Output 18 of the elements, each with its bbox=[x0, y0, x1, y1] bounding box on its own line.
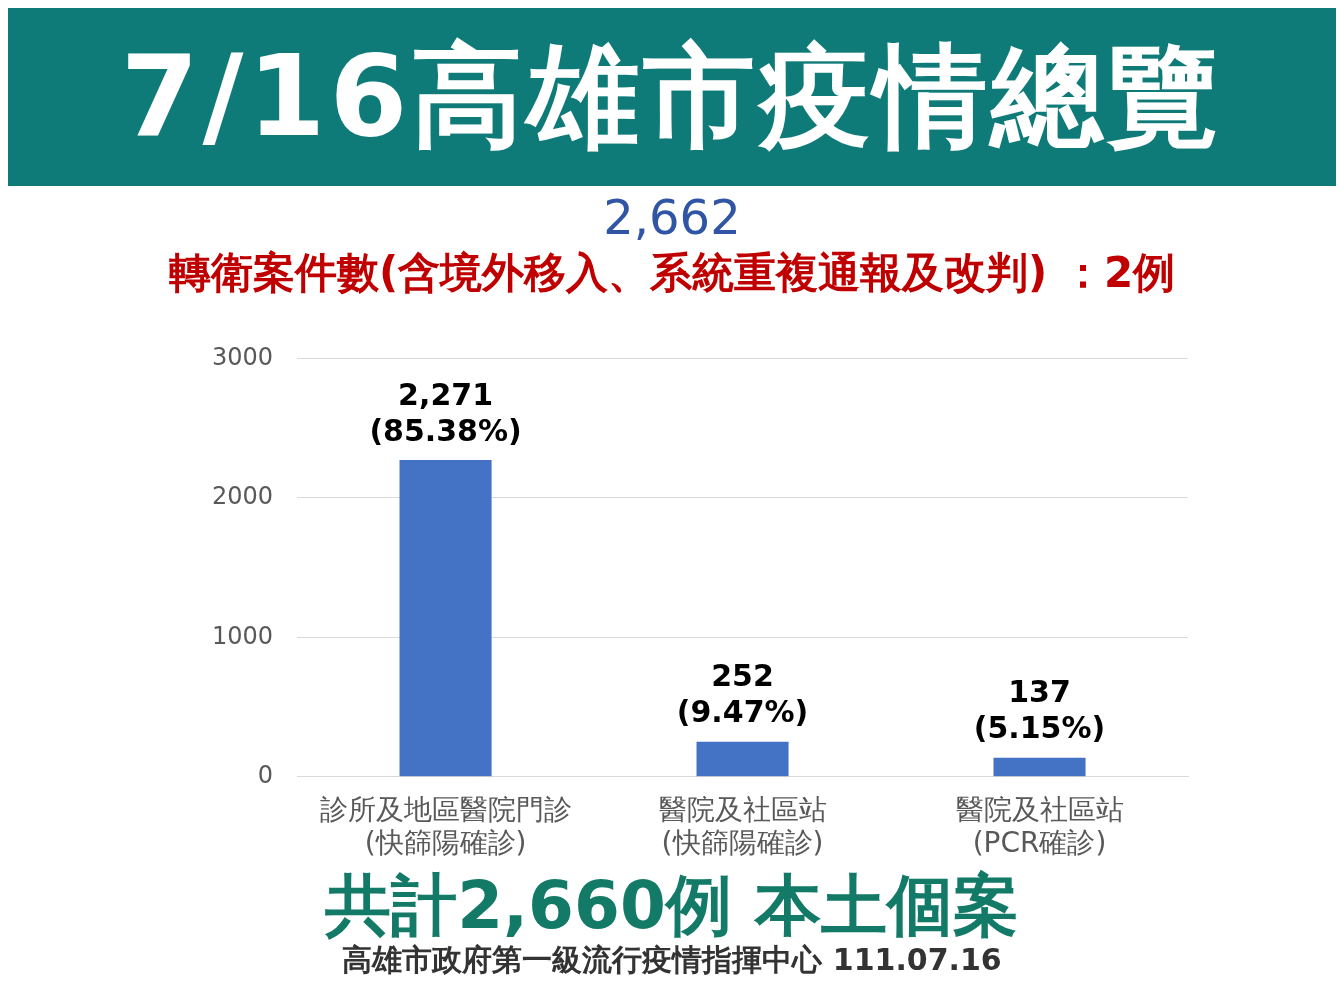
y-tick-label: 3000 bbox=[212, 342, 274, 371]
data-label: 2,271 (85.38%) bbox=[369, 376, 522, 448]
text: 共計2,660例 本土個案 bbox=[324, 867, 1020, 944]
bar bbox=[399, 460, 492, 777]
bar bbox=[696, 741, 789, 777]
chart-title: 7/16高雄市疫情總覽 bbox=[120, 29, 1224, 163]
x-tick-label: 診所及地區醫院門診 (快篩陽確診) bbox=[319, 792, 572, 860]
text: 高雄市政府第一級流行疫情指揮中心 111.07.16 bbox=[341, 942, 1003, 978]
data-label: 137 (5.15%) bbox=[973, 674, 1106, 746]
y-tick-label: 2000 bbox=[212, 482, 274, 511]
text: 2,662 bbox=[602, 188, 742, 246]
y-tick-label: 0 bbox=[257, 761, 274, 790]
x-tick-label: 醫院及社區站 (PCR確診) bbox=[955, 792, 1124, 860]
y-tick-label: 1000 bbox=[212, 621, 274, 650]
data-label: 252 (9.47%) bbox=[676, 658, 809, 730]
x-tick-label: 醫院及社區站 (快篩陽確診) bbox=[658, 792, 827, 860]
chart-subtitle: 轉衛案件數(含境外移入、系統重複通報及改判) ：2例 bbox=[167, 247, 1177, 299]
bar bbox=[993, 757, 1086, 777]
